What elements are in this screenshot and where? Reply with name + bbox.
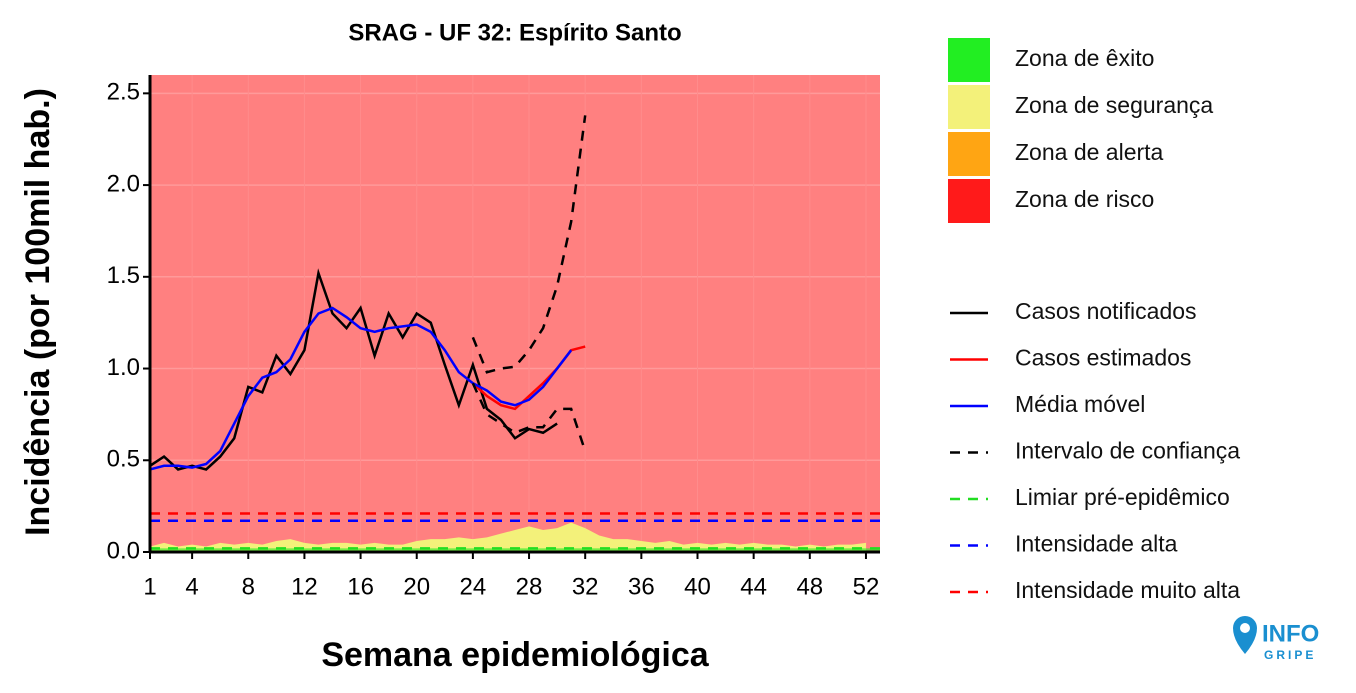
x-tick-label: 1 bbox=[143, 573, 156, 600]
x-tick-label: 36 bbox=[628, 573, 655, 600]
x-tick-label: 8 bbox=[242, 573, 255, 600]
series-line bbox=[149, 268, 558, 471]
x-tick-label: 20 bbox=[403, 573, 430, 600]
legend-label: Zona de alerta bbox=[1015, 139, 1164, 165]
logo-subtext: GRIPE bbox=[1264, 648, 1316, 662]
x-axis-label: Semana epidemiológica bbox=[321, 636, 709, 674]
x-tick-label: 12 bbox=[291, 573, 318, 600]
legend-label: Intervalo de confiança bbox=[1015, 438, 1240, 464]
chart-title: SRAG - UF 32: Espírito Santo bbox=[348, 19, 681, 46]
safety-zone-area bbox=[150, 522, 866, 552]
ci-upper-line bbox=[471, 115, 587, 374]
legend-label: Casos estimados bbox=[1015, 345, 1191, 371]
y-tick-label: 0.5 bbox=[107, 446, 140, 473]
y-axis-label: Incidência (por 100mil hab.) bbox=[19, 88, 57, 536]
x-tick-label: 52 bbox=[853, 573, 880, 600]
x-tick-label: 16 bbox=[347, 573, 374, 600]
legend-label: Zona de êxito bbox=[1015, 45, 1154, 71]
x-tick-label: 40 bbox=[684, 573, 711, 600]
x-tick-label: 44 bbox=[740, 573, 767, 600]
y-tick-label: 2.5 bbox=[107, 79, 140, 106]
logo-pin-hole bbox=[1240, 623, 1250, 633]
x-tick-label: 24 bbox=[460, 573, 487, 600]
y-tick-label: 0.0 bbox=[107, 537, 140, 564]
y-tick-label: 1.0 bbox=[107, 354, 140, 381]
y-tick-label: 2.0 bbox=[107, 170, 140, 197]
legend-swatch bbox=[948, 38, 990, 82]
x-tick-label: 4 bbox=[185, 573, 198, 600]
logo: INFO GRIPE bbox=[1233, 616, 1319, 662]
legend-label: Zona de risco bbox=[1015, 186, 1154, 212]
y-tick-label: 1.5 bbox=[107, 262, 140, 289]
legend-swatch bbox=[948, 85, 990, 129]
logo-pin bbox=[1233, 616, 1257, 654]
ci-lower-line bbox=[471, 382, 587, 452]
plot-background bbox=[150, 75, 880, 552]
legend-label: Casos notificados bbox=[1015, 298, 1197, 324]
legend-label: Intensidade muito alta bbox=[1015, 577, 1240, 603]
legend-label: Média móvel bbox=[1015, 391, 1145, 417]
logo-text: INFO bbox=[1262, 620, 1319, 647]
series-line bbox=[149, 306, 573, 471]
x-tick-label: 28 bbox=[516, 573, 543, 600]
x-tick-label: 32 bbox=[572, 573, 599, 600]
legend-label: Zona de segurança bbox=[1015, 92, 1213, 118]
success-zone-area bbox=[150, 548, 880, 552]
legend-label: Limiar pré-epidêmico bbox=[1015, 484, 1230, 510]
legend-swatch bbox=[948, 179, 990, 223]
x-tick-label: 48 bbox=[796, 573, 823, 600]
legend-label: Intensidade alta bbox=[1015, 531, 1178, 557]
legend-swatch bbox=[948, 132, 990, 176]
